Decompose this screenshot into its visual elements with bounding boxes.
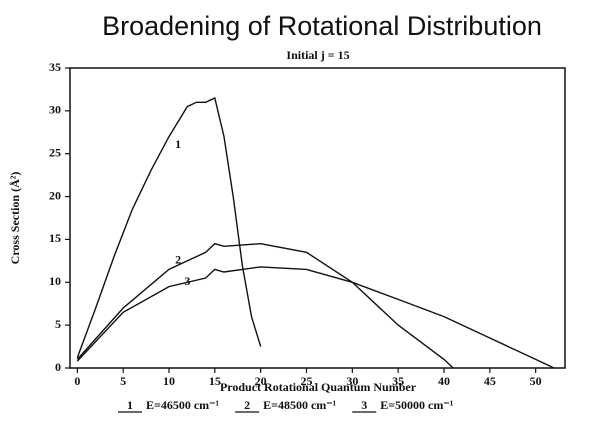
y-tick-label: 35 — [49, 60, 61, 74]
y-tick-label: 15 — [49, 231, 61, 245]
series-line — [76, 242, 454, 369]
x-tick-label: 40 — [438, 374, 450, 388]
y-tick-label: 0 — [55, 360, 61, 374]
legend-number: 2 — [244, 398, 250, 412]
x-tick-label: 30 — [346, 374, 358, 388]
legend-label: E=48500 cm⁻¹ — [263, 398, 336, 412]
chart-title: Broadening of Rotational Distribution — [102, 11, 542, 41]
x-tick-label: 10 — [163, 374, 175, 388]
plot-frame — [69, 67, 566, 369]
x-tick-label: 25 — [301, 374, 313, 388]
curve-label: 1 — [175, 137, 181, 151]
y-tick-label: 25 — [49, 145, 61, 159]
x-tick-label: 15 — [209, 374, 221, 388]
chart-subtitle: Initial j = 15 — [286, 48, 349, 62]
x-axis-label: Product Rotational Quantum Number — [220, 380, 417, 394]
x-tick-label: 50 — [530, 374, 542, 388]
y-axis-label: Cross Section (Å²) — [8, 172, 22, 265]
x-tick-label: 20 — [255, 374, 267, 388]
y-tick-label: 10 — [49, 274, 61, 288]
legend-number: 3 — [361, 398, 367, 412]
x-tick-label: 45 — [484, 374, 496, 388]
curve-label: 2 — [175, 253, 181, 267]
x-tick-label: 5 — [120, 374, 126, 388]
legend-label: E=50000 cm⁻¹ — [380, 398, 453, 412]
x-tick-label: 35 — [392, 374, 404, 388]
series-line — [76, 266, 555, 369]
curve-label: 3 — [184, 274, 190, 288]
x-tick-label: 0 — [74, 374, 80, 388]
y-tick-label: 20 — [49, 188, 61, 202]
legend-number: 1 — [127, 398, 133, 412]
y-tick-label: 5 — [55, 317, 61, 331]
series-line — [76, 96, 262, 358]
y-tick-label: 30 — [49, 103, 61, 117]
legend-label: E=46500 cm⁻¹ — [146, 398, 219, 412]
